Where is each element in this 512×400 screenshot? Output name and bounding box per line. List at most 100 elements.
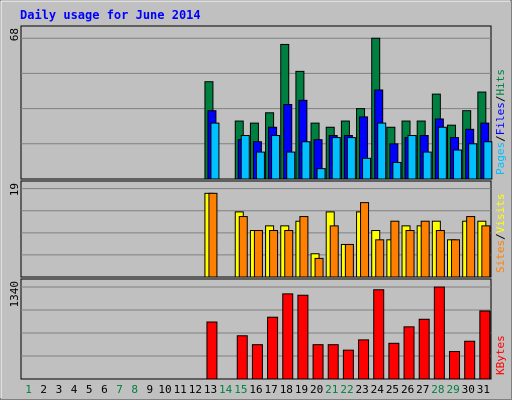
panel-2-legend: Sites/Visits (494, 194, 507, 274)
chart-title: Daily usage for June 2014 (20, 8, 201, 22)
bar-pages-day-31 (483, 141, 493, 180)
bar-sites-day-29 (451, 239, 461, 278)
bar-pages-day-15 (240, 135, 250, 180)
bar-kbytes-day-26 (403, 326, 415, 380)
x-tick-label-day-23: 23 (356, 383, 369, 396)
legend-entry: / (494, 233, 507, 240)
panel-2-ymax-label: 19 (8, 183, 21, 196)
bar-sites-day-21 (329, 225, 339, 278)
bar-kbytes-day-15 (236, 335, 248, 380)
bar-pages-day-25 (392, 161, 402, 180)
x-tick-label-day-1: 1 (25, 383, 32, 396)
x-tick-label-day-29: 29 (446, 383, 459, 396)
x-tick-label-day-22: 22 (340, 383, 353, 396)
bar-pages-day-23 (362, 157, 372, 180)
bar-sites-day-30 (466, 216, 476, 278)
bar-kbytes-day-23 (358, 339, 370, 380)
panel-1-legend: Pages/Files/Hits (494, 69, 507, 175)
bar-sites-day-16 (253, 230, 263, 278)
x-tick-label-day-31: 31 (477, 383, 490, 396)
bar-pages-day-22 (346, 137, 356, 180)
x-tick-label-day-6: 6 (101, 383, 108, 396)
panel-3-ymax-label: 1340 (8, 281, 21, 308)
x-tick-label-day-28: 28 (431, 383, 444, 396)
bar-kbytes-day-19 (297, 294, 309, 380)
bar-kbytes-day-21 (327, 344, 339, 380)
bar-pages-day-20 (316, 168, 326, 180)
bar-pages-day-27 (422, 151, 432, 180)
bar-sites-day-20 (314, 257, 324, 278)
bar-sites-day-18 (284, 230, 294, 278)
x-tick-label-day-11: 11 (174, 383, 187, 396)
bar-pages-day-26 (407, 135, 417, 180)
bar-sites-day-19 (299, 216, 309, 278)
bar-kbytes-day-29 (449, 351, 461, 380)
legend-entry: KBytes (494, 335, 507, 375)
bar-pages-day-19 (301, 141, 311, 180)
bar-sites-day-25 (390, 220, 400, 278)
bar-sites-day-27 (420, 220, 430, 278)
x-tick-label-day-9: 9 (147, 383, 154, 396)
bar-sites-day-23 (360, 202, 370, 278)
bar-pages-day-29 (453, 149, 463, 180)
x-tick-label-day-26: 26 (401, 383, 414, 396)
x-tick-label-day-19: 19 (295, 383, 308, 396)
bar-pages-day-17 (271, 135, 281, 180)
bar-pages-day-16 (255, 151, 265, 180)
x-tick-label-day-12: 12 (189, 383, 202, 396)
x-tick-label-day-20: 20 (310, 383, 323, 396)
x-tick-label-day-10: 10 (158, 383, 171, 396)
x-tick-label-day-21: 21 (325, 383, 338, 396)
legend-entry: Sites (494, 240, 507, 273)
bar-sites-day-24 (375, 239, 385, 278)
x-tick-label-day-30: 30 (462, 383, 475, 396)
x-tick-label-day-13: 13 (204, 383, 217, 396)
bar-kbytes-day-16 (251, 344, 263, 380)
x-tick-label-day-16: 16 (249, 383, 262, 396)
bar-sites-day-28 (435, 230, 445, 278)
bar-kbytes-day-28 (433, 286, 445, 380)
legend-entry: Hits (494, 69, 507, 96)
legend-entry: / (494, 135, 507, 142)
x-tick-label-day-25: 25 (386, 383, 399, 396)
legend-entry: Visits (494, 194, 507, 234)
bar-sites-day-26 (405, 230, 415, 278)
bar-kbytes-day-17 (267, 316, 279, 380)
bar-kbytes-day-30 (464, 340, 476, 380)
bar-pages-day-28 (437, 126, 447, 180)
bar-kbytes-day-25 (388, 342, 400, 380)
bar-pages-day-13 (210, 122, 220, 180)
x-tick-label-day-18: 18 (280, 383, 293, 396)
bar-sites-day-17 (269, 230, 279, 278)
bar-sites-day-31 (481, 225, 491, 278)
bar-kbytes-day-22 (342, 349, 354, 380)
x-tick-label-day-4: 4 (71, 383, 78, 396)
bar-pages-day-24 (377, 122, 387, 180)
x-tick-label-day-7: 7 (116, 383, 123, 396)
x-tick-label-day-17: 17 (265, 383, 278, 396)
bar-sites-day-22 (344, 243, 354, 278)
bar-kbytes-day-13 (206, 321, 218, 380)
bar-sites-day-15 (238, 216, 248, 278)
panel-3-legend: KBytes (494, 335, 507, 375)
x-tick-label-day-27: 27 (416, 383, 429, 396)
bar-sites-day-13 (208, 192, 218, 278)
x-tick-label-day-2: 2 (40, 383, 47, 396)
legend-entry: Pages (494, 142, 507, 175)
bar-pages-day-21 (331, 137, 341, 180)
x-tick-label-day-5: 5 (86, 383, 93, 396)
x-tick-label-day-3: 3 (56, 383, 63, 396)
bar-kbytes-day-27 (418, 318, 430, 380)
bar-pages-day-18 (286, 151, 296, 180)
x-tick-label-day-24: 24 (371, 383, 385, 396)
x-tick-label-day-14: 14 (219, 383, 233, 396)
bar-kbytes-day-20 (312, 344, 324, 380)
bar-kbytes-day-24 (373, 289, 385, 380)
x-tick-label-day-15: 15 (234, 383, 247, 396)
legend-entry: Files (494, 102, 507, 135)
bar-kbytes-day-18 (282, 293, 294, 380)
bar-kbytes-day-31 (479, 310, 491, 380)
panel-1-ymax-label: 68 (8, 28, 21, 41)
legend-entry: / (494, 96, 507, 103)
